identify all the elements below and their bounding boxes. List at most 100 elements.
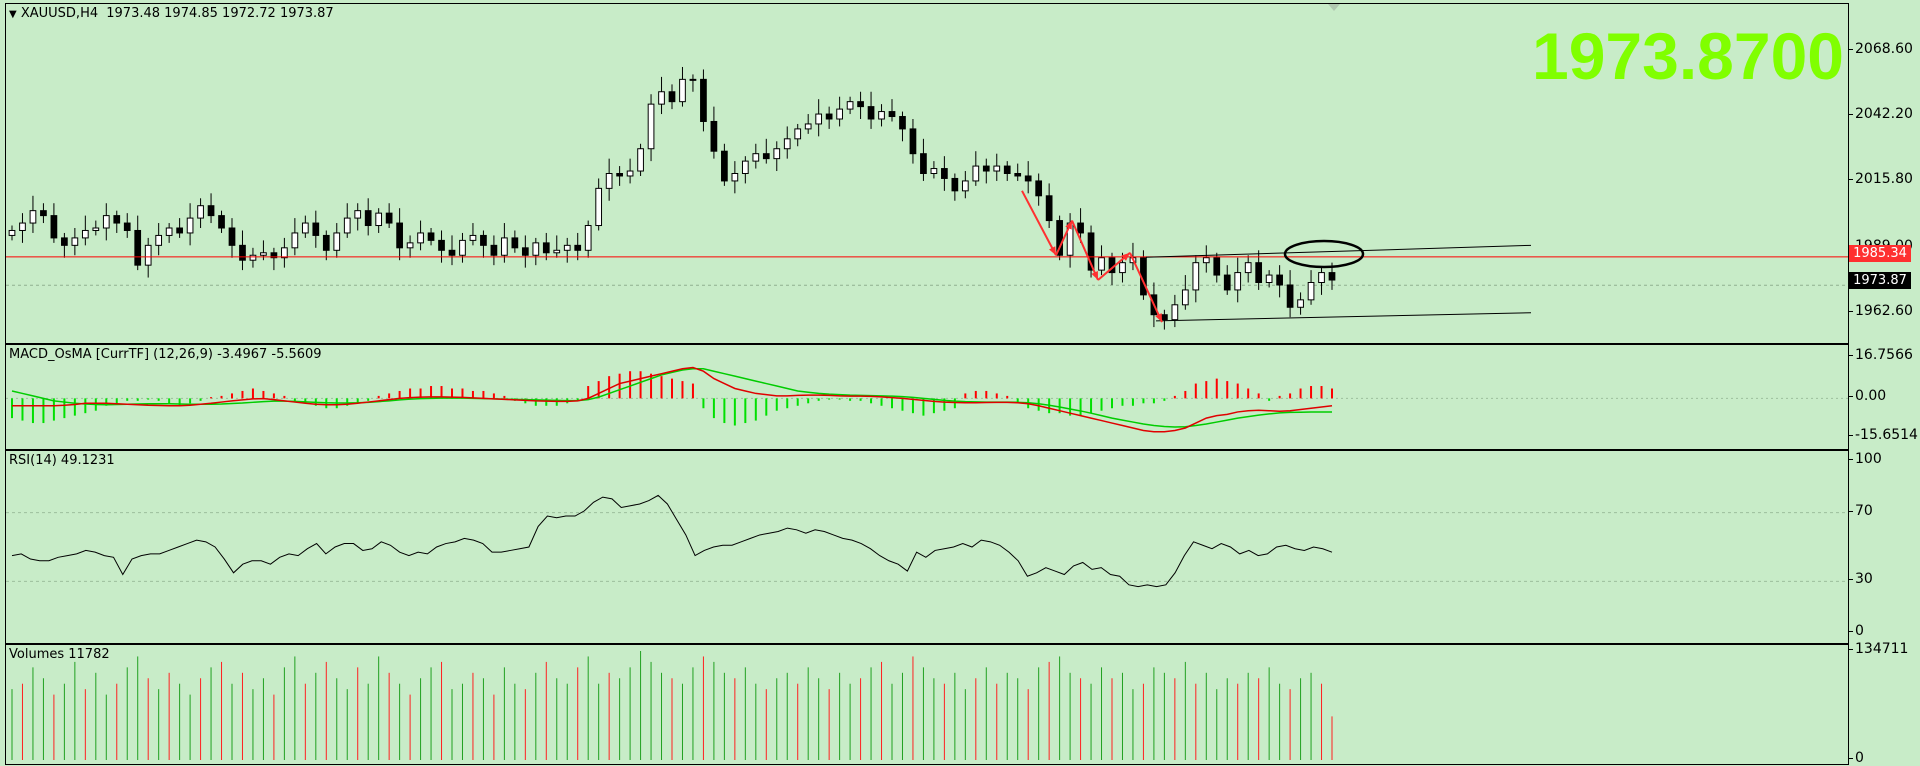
candle bbox=[909, 119, 917, 164]
candle bbox=[878, 104, 885, 127]
candle-body bbox=[1307, 282, 1315, 301]
ohlc-values: 1973.48 1974.85 1972.72 1973.87 bbox=[106, 6, 334, 21]
candle bbox=[480, 230, 487, 258]
candle bbox=[29, 195, 37, 233]
candle bbox=[972, 151, 980, 186]
candle bbox=[857, 91, 864, 119]
candle-body bbox=[899, 116, 906, 130]
axis-tick-label: 2015.80 bbox=[1849, 171, 1913, 188]
price-chart-pane[interactable]: ▼ XAUUSD,H4 1973.48 1974.85 1972.72 1973… bbox=[5, 3, 1849, 344]
candle-body bbox=[480, 234, 487, 246]
candle-body bbox=[1014, 173, 1022, 177]
candle bbox=[1265, 270, 1273, 288]
axis-tick-label: 16.7566 bbox=[1849, 347, 1913, 363]
candle bbox=[846, 96, 854, 115]
candle-body bbox=[1056, 220, 1063, 256]
candle-body bbox=[144, 244, 152, 266]
candle bbox=[186, 203, 194, 246]
candle-body bbox=[574, 244, 582, 251]
candle-body bbox=[878, 111, 885, 120]
candle bbox=[197, 198, 204, 228]
candle bbox=[61, 232, 68, 258]
candle-body bbox=[155, 234, 163, 246]
candle bbox=[605, 158, 613, 201]
rsi-pane[interactable]: RSI(14) 49.1231 bbox=[5, 450, 1849, 644]
candle bbox=[1140, 250, 1147, 300]
macd-canvas[interactable] bbox=[6, 345, 1848, 449]
candle bbox=[1255, 250, 1263, 290]
volumes-label: Volumes 11782 bbox=[9, 647, 110, 662]
candle bbox=[1098, 245, 1105, 276]
candle bbox=[783, 126, 791, 159]
candle bbox=[762, 138, 770, 164]
candle bbox=[312, 210, 320, 248]
zigzag-arrows bbox=[1021, 190, 1163, 323]
candle-body bbox=[909, 128, 917, 155]
candle-body bbox=[616, 173, 623, 177]
candle bbox=[626, 158, 634, 184]
candle bbox=[134, 215, 142, 271]
candle-body bbox=[291, 232, 299, 249]
candle bbox=[490, 235, 498, 266]
candle bbox=[396, 208, 403, 261]
candle-body bbox=[207, 205, 215, 217]
candle bbox=[951, 173, 959, 201]
candle-body bbox=[773, 148, 781, 160]
zigzag-arrowhead bbox=[1091, 271, 1098, 281]
macd-pane[interactable]: MACD_OsMA [CurrTF] (12,26,9) -3.4967 -5.… bbox=[5, 344, 1849, 450]
zigzag-segment bbox=[1021, 190, 1057, 256]
candle bbox=[123, 213, 131, 238]
candle bbox=[427, 228, 435, 246]
candle-body bbox=[584, 225, 592, 251]
candle bbox=[144, 237, 152, 278]
rsi-canvas[interactable] bbox=[6, 451, 1848, 643]
axis-tick-label: 2042.20 bbox=[1849, 106, 1913, 123]
zigzag-arrowhead bbox=[1049, 246, 1056, 256]
candle-body bbox=[312, 222, 320, 236]
candle bbox=[333, 223, 341, 258]
candle-body bbox=[270, 252, 278, 259]
candle-body bbox=[364, 210, 372, 227]
candle-body bbox=[1297, 299, 1304, 308]
candle-body bbox=[490, 244, 498, 256]
candle-body bbox=[406, 242, 414, 249]
volumes-axis: 134711 0 bbox=[1848, 641, 1920, 766]
rsi-axis: 100 70 30 0 bbox=[1849, 450, 1920, 642]
candle-body bbox=[71, 237, 79, 246]
candle-body bbox=[50, 215, 58, 239]
candle-body bbox=[668, 91, 676, 103]
candle-body bbox=[1119, 262, 1126, 274]
candle bbox=[773, 141, 781, 172]
candle-body bbox=[81, 229, 89, 239]
candle bbox=[1318, 267, 1325, 295]
macd-main-line bbox=[12, 366, 1333, 433]
candle bbox=[574, 232, 582, 261]
volumes-canvas[interactable] bbox=[6, 645, 1848, 764]
candle-body bbox=[249, 254, 257, 261]
macd-signal-line bbox=[11, 367, 1332, 428]
candle bbox=[322, 230, 330, 261]
candle bbox=[668, 84, 676, 110]
channel-lower-line bbox=[1155, 312, 1532, 322]
candle-body bbox=[1213, 257, 1221, 276]
candle-body bbox=[982, 165, 990, 172]
candle-body bbox=[1328, 272, 1336, 281]
candle-body bbox=[417, 232, 424, 244]
macd-label: MACD_OsMA [CurrTF] (12,26,9) -3.4967 -5.… bbox=[9, 347, 322, 362]
axis-tick-label: 0 bbox=[1849, 623, 1864, 639]
candle bbox=[794, 123, 802, 147]
collapse-triangle-icon[interactable]: ▼ bbox=[9, 9, 17, 20]
candle-body bbox=[176, 227, 183, 234]
candle bbox=[406, 235, 414, 258]
volumes-pane[interactable]: Volumes 11782 bbox=[5, 644, 1849, 765]
candle-body bbox=[459, 239, 466, 256]
price-chart-canvas[interactable] bbox=[6, 4, 1848, 343]
candle-body bbox=[532, 242, 540, 256]
candle bbox=[1014, 163, 1022, 181]
candle-body bbox=[951, 177, 959, 192]
candle bbox=[501, 223, 508, 263]
candle-body bbox=[343, 217, 351, 234]
candle bbox=[899, 111, 906, 142]
candle-body bbox=[804, 123, 812, 130]
